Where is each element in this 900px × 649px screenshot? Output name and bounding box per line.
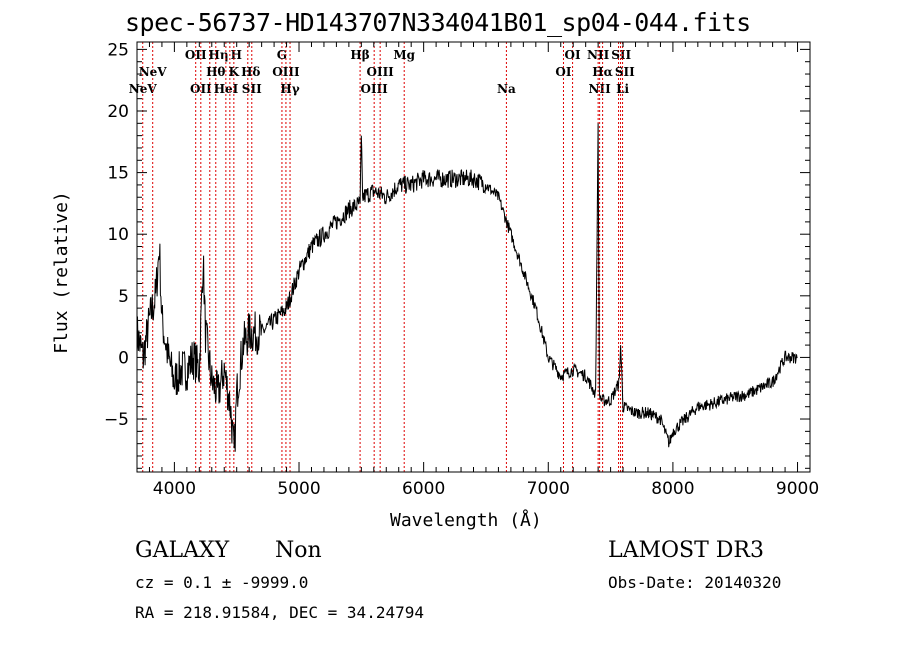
x-tick-label: 4000 [153,479,196,499]
line-label: Hγ [280,82,299,96]
y-tick-label: 10 [107,225,129,245]
y-tick-label: 5 [118,287,129,307]
line-label: OI [565,48,581,62]
x-tick-label: 6000 [402,479,445,499]
y-tick-label: 20 [107,102,129,122]
line-label: Na [497,82,516,96]
plot-frame [136,41,811,473]
x-tick-label: 8000 [651,479,694,499]
line-label: SII [615,65,635,79]
line-label: NeV [129,82,158,96]
y-tick-label: 25 [107,40,129,60]
obs-date: Obs-Date: 20140320 [608,573,782,592]
line-label: OI [555,65,571,79]
survey-name: LAMOST DR3 [608,538,764,563]
y-tick-label: −5 [104,410,129,430]
ra-dec: RA = 218.91584, DEC = 34.24794 [135,603,424,622]
x-axis-label: Wavelength (Å) [390,510,542,531]
line-label: Hη [209,48,229,62]
y-tick-label: 0 [118,348,129,368]
line-label: OIII [367,65,395,79]
spectrum-line [136,123,798,452]
y-axis-label: Flux (relative) [50,191,72,354]
object-class: GALAXY [135,538,230,563]
y-tick-label: 15 [107,164,129,184]
redshift-cz: cz = 0.1 ± -9999.0 [135,573,309,592]
line-label: Hβ [350,48,369,62]
x-tick-label: 7000 [527,479,570,499]
line-label: NII [587,48,610,62]
line-label: Hδ [241,65,260,79]
chart-title: spec-56737-HD143707N334041B01_sp04-044.f… [125,8,751,37]
line-label: K [229,65,240,79]
line-label: NII [589,82,612,96]
line-label: Hθ [206,65,225,79]
line-label: OII [185,48,207,62]
line-label: G [277,48,287,62]
x-tick-label: 5000 [277,479,320,499]
line-label: Li [616,82,629,96]
line-label: OIII [272,65,300,79]
x-tick-label: 9000 [776,479,819,499]
object-subclass: Non [275,538,322,563]
line-label: SII [611,48,631,62]
line-label: OII [190,82,212,96]
line-label: HeI [214,82,239,96]
line-label: Hα [592,65,613,79]
line-label: NeV [139,65,168,79]
line-label: OIII [361,82,389,96]
line-label: Mg [393,48,415,62]
line-label: SII [242,82,262,96]
line-label: H [231,48,242,62]
